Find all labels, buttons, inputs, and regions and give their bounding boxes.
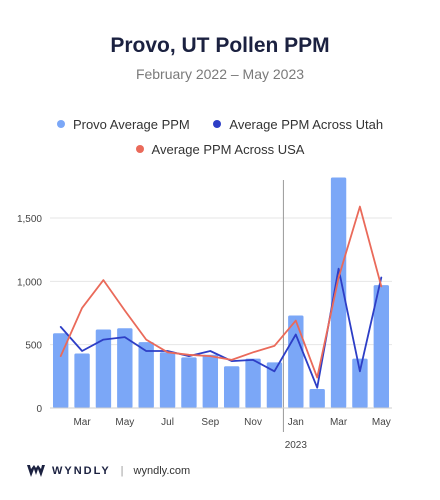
x-tick-label: Nov [244, 417, 262, 428]
bar [74, 353, 90, 408]
x-tick-label: May [372, 417, 391, 428]
legend-item-provo: Provo Average PPM [56, 116, 190, 132]
bar [95, 329, 112, 408]
bar [181, 357, 197, 408]
bar [373, 285, 390, 408]
bar [159, 352, 176, 408]
footer-brand: WYNDLY [52, 465, 111, 477]
footer: WYNDLY | wyndly.com [26, 464, 190, 478]
chart-plot: 0 500 1,000 1,500 Mar May Jul Sep Nov Jan Mar May 20… [17, 177, 392, 451]
bar [330, 177, 347, 408]
wyndly-logo-icon [27, 465, 45, 477]
footer-url[interactable]: wyndly.com [133, 465, 191, 477]
chart-title: Provo, UT Pollen PPM [110, 34, 330, 57]
bar [245, 358, 261, 408]
usa-line [59, 205, 383, 379]
legend-row-1: Provo Average PPM Average PPM Across Uta… [0, 116, 440, 132]
bar [288, 315, 304, 408]
legend-label-utah: Average PPM Across Utah [229, 116, 384, 132]
legend-item-usa: Average PPM Across USA [135, 141, 305, 157]
legend-dot-usa [135, 145, 144, 153]
footer-separator: | [120, 465, 124, 477]
x-tick-label: Sep [201, 417, 219, 428]
bar [223, 366, 240, 408]
x-tick-label: Jan [288, 417, 304, 428]
legend-row-2: Average PPM Across USA [0, 141, 440, 157]
legend-label-usa: Average PPM Across USA [151, 141, 305, 157]
bar [138, 342, 154, 408]
chart-subtitle: February 2022 – May 2023 [135, 66, 305, 82]
legend-item-utah: Average PPM Across Utah [213, 117, 383, 132]
bar [266, 362, 283, 408]
y-tick-label: 1,000 [17, 277, 42, 288]
year-label: 2023 [285, 440, 308, 451]
bar [309, 389, 325, 408]
legend-label-provo: Provo Average PPM [72, 116, 190, 132]
legend-dot-provo [56, 120, 65, 128]
x-tick-label: Mar [73, 417, 91, 428]
bar [52, 333, 69, 408]
y-tick-label: 500 [25, 341, 42, 352]
legend-dot-utah [213, 120, 222, 128]
y-tick-label: 1,500 [17, 214, 42, 225]
y-tick-label: 0 [36, 404, 42, 415]
x-tick-label: May [115, 417, 134, 428]
bar [202, 354, 219, 408]
x-tick-label: Mar [330, 417, 348, 428]
x-tick-label: Jul [161, 417, 174, 428]
bar [117, 328, 133, 408]
bar [352, 358, 368, 408]
